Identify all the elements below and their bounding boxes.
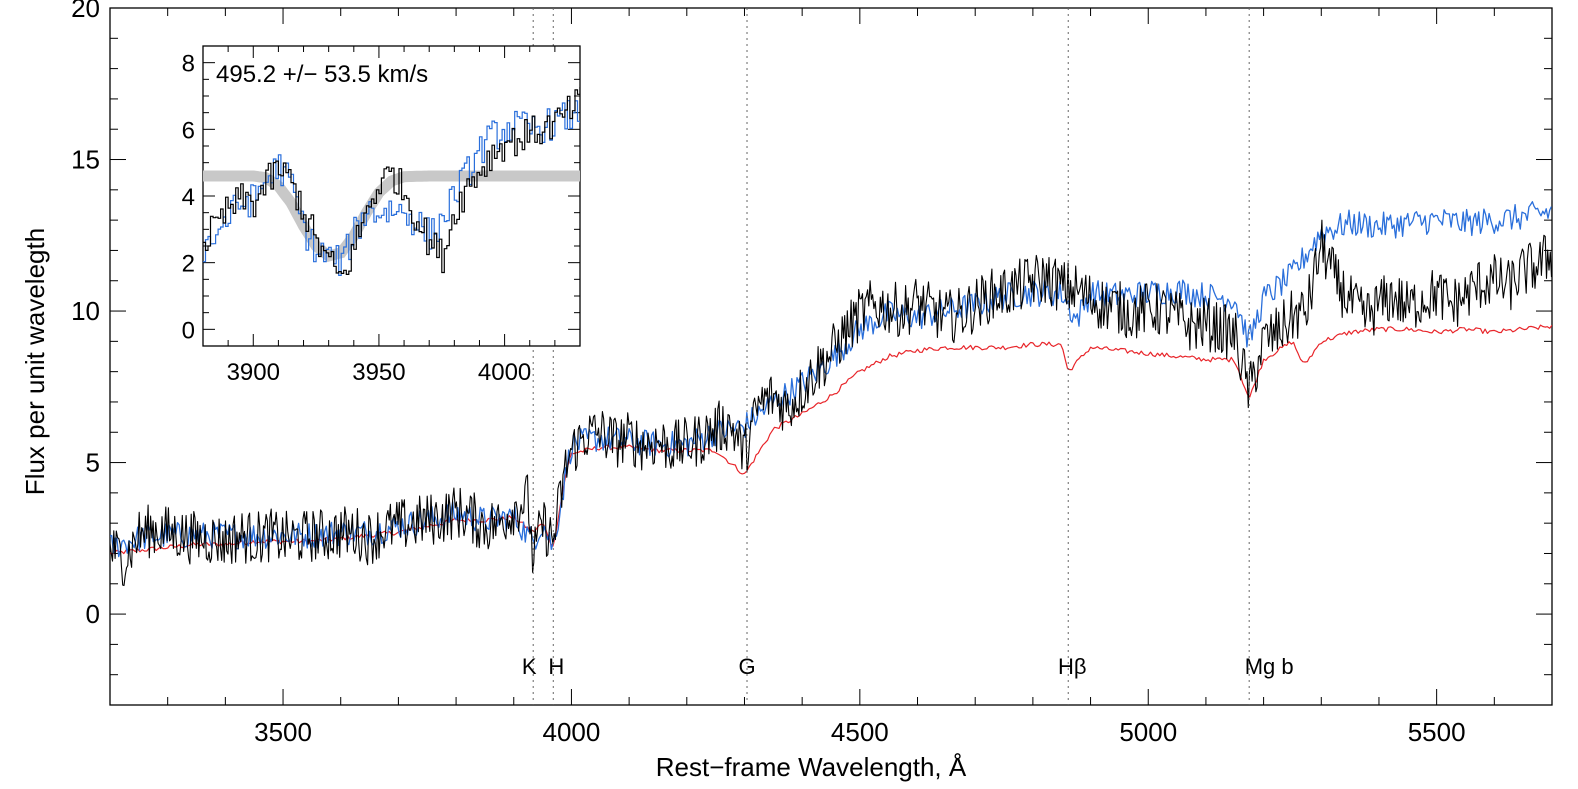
inset-y-tick-label: 0	[182, 317, 195, 344]
main-y-tick-label: 10	[71, 296, 100, 326]
line-marker-label: H	[548, 654, 564, 679]
inset-axes-frame	[202, 45, 581, 347]
main-x-tick-label: 5500	[1408, 717, 1466, 747]
main-axes-frame	[109, 7, 1553, 706]
inset-plot-area	[203, 87, 580, 276]
inset-x-tick-label: 4000	[478, 359, 531, 386]
inset-y-tick-label: 8	[182, 51, 195, 78]
line-marker-label: Mg b	[1245, 654, 1294, 679]
velocity-annotation: 495.2 +/− 53.5 km/s	[216, 61, 428, 88]
inset-y-tick-label: 2	[182, 251, 195, 278]
main-y-tick-label: 0	[86, 599, 100, 629]
inset-x-tick-label: 3950	[352, 359, 405, 386]
line-marker-label: G	[738, 654, 755, 679]
x-axis-title: Rest−frame Wavelength, Å	[656, 752, 967, 782]
main-y-tick-label: 20	[71, 0, 100, 23]
main-plot-area	[110, 201, 1552, 587]
main-x-tick-label: 4000	[543, 717, 601, 747]
inset-plot: 3900 3950 4000 0 2 4 6 8 495.2 +/− 53.5 km/s	[182, 45, 581, 386]
y-axis-title: Flux per unit wavelegth	[20, 228, 50, 495]
inset-y-tick-label: 6	[182, 117, 195, 144]
series-line	[110, 219, 1552, 587]
line-marker-label: Hβ	[1058, 654, 1087, 679]
main-x-tick-label: 5000	[1119, 717, 1177, 747]
inset-x-tick-label: 3900	[227, 359, 280, 386]
inset-series-line	[203, 87, 580, 275]
main-y-tick-label: 5	[86, 448, 100, 478]
main-y-tick-label: 15	[71, 145, 100, 175]
line-marker-label: K	[522, 654, 537, 679]
main-x-tick-label: 4500	[831, 717, 889, 747]
inset-y-tick-label: 4	[182, 184, 195, 211]
main-x-tick-label: 3500	[254, 717, 312, 747]
